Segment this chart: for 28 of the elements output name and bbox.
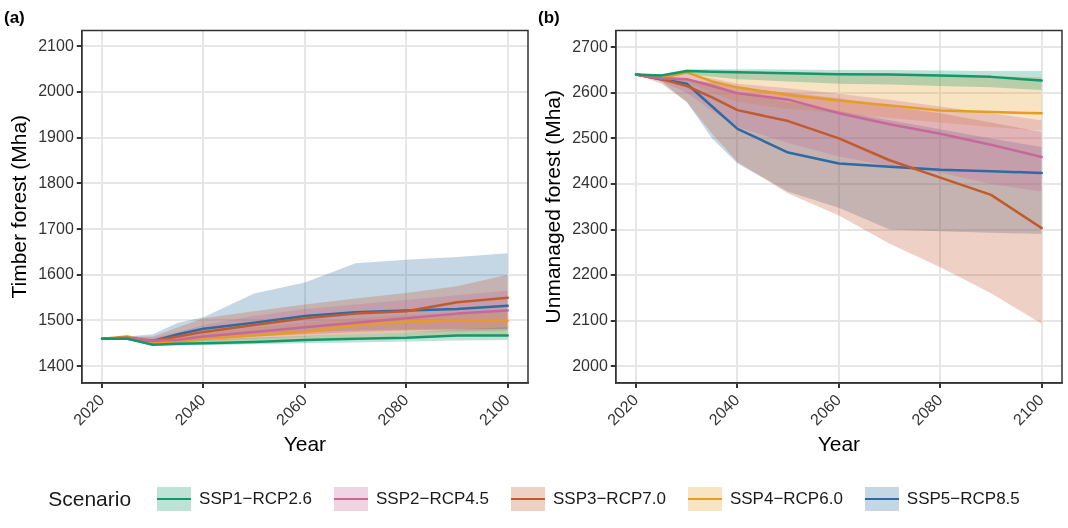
x-axis-title: Year (817, 432, 861, 456)
legend-label: SSP4−RCP6.0 (729, 489, 843, 509)
y-tick-label: 2100 (38, 36, 74, 54)
y-axis-title: Timber forest (Mha) (7, 114, 31, 299)
x-axis-title: Year (283, 432, 327, 456)
y-tick-label: 1800 (38, 173, 74, 191)
y-tick-label: 2700 (572, 37, 608, 55)
y-tick-label: 2000 (572, 356, 608, 374)
legend-label: SSP1−RCP2.6 (199, 489, 313, 509)
y-tick-label: 1500 (38, 310, 74, 328)
y-tick-label: 1600 (38, 265, 74, 283)
chart-title: (b) (538, 7, 560, 27)
legend-label: SSP5−RCP8.5 (906, 489, 1020, 509)
y-tick-label: 2300 (572, 219, 608, 237)
chart-title: (a) (4, 7, 25, 27)
y-tick-label: 2500 (572, 128, 608, 146)
y-tick-label: 1700 (38, 219, 74, 237)
legend-title: Scenario (48, 487, 132, 511)
y-tick-label: 2200 (572, 265, 608, 283)
y-tick-label: 2100 (572, 311, 608, 329)
y-tick-label: 2000 (38, 82, 74, 100)
y-tick-label: 2600 (572, 83, 608, 101)
y-tick-label: 1400 (38, 356, 74, 374)
legend-label: SSP2−RCP4.5 (376, 489, 489, 509)
y-tick-label: 2400 (572, 174, 608, 192)
legend-label: SSP3−RCP7.0 (552, 489, 666, 509)
y-axis-title: Unmanaged forest (Mha) (541, 90, 565, 324)
y-tick-label: 1900 (38, 128, 74, 146)
